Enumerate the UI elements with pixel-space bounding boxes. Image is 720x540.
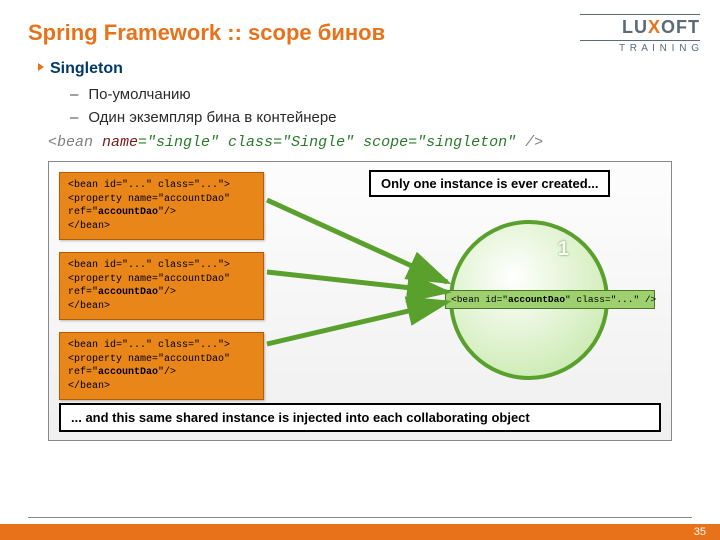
bullet-default: По-умолчанию [70,86,692,103]
page-number: 35 [694,526,706,538]
logo-sub: T R A I N I N G [580,43,700,54]
bean-ref-3: <bean id="..." class="..."> <property na… [59,332,264,400]
code-line: <bean name="single" class="Single" scope… [48,134,692,151]
bean-ref-2: <bean id="..." class="..."> <property na… [59,252,264,320]
diagram: <bean id="..." class="..."> <property na… [48,161,672,441]
target-bean: <bean id="accountDao" class="..." /> [445,290,655,309]
footer-rule [28,517,692,518]
footer-bar: 35 [0,524,720,540]
logo-post: OFT [661,17,700,37]
logo: LUXOFT T R A I N I N G [580,12,700,54]
callout-bottom: ... and this same shared instance is inj… [59,403,661,432]
bean-ref-1: <bean id="..." class="..."> <property na… [59,172,264,240]
bullet-text: Singleton [50,60,123,77]
logo-pre: LU [622,17,648,37]
callout-top: Only one instance is ever created... [369,170,610,197]
logo-x: X [648,17,661,37]
singleton-circle: 1 <bean id="accountDao" class="..." /> [449,220,609,380]
bullet-singleton: Singleton [38,60,692,78]
bullet-one-instance: Один экземпляр бина в контейнере [70,109,692,126]
bullet-icon [38,63,44,71]
instance-count: 1 [558,238,569,261]
